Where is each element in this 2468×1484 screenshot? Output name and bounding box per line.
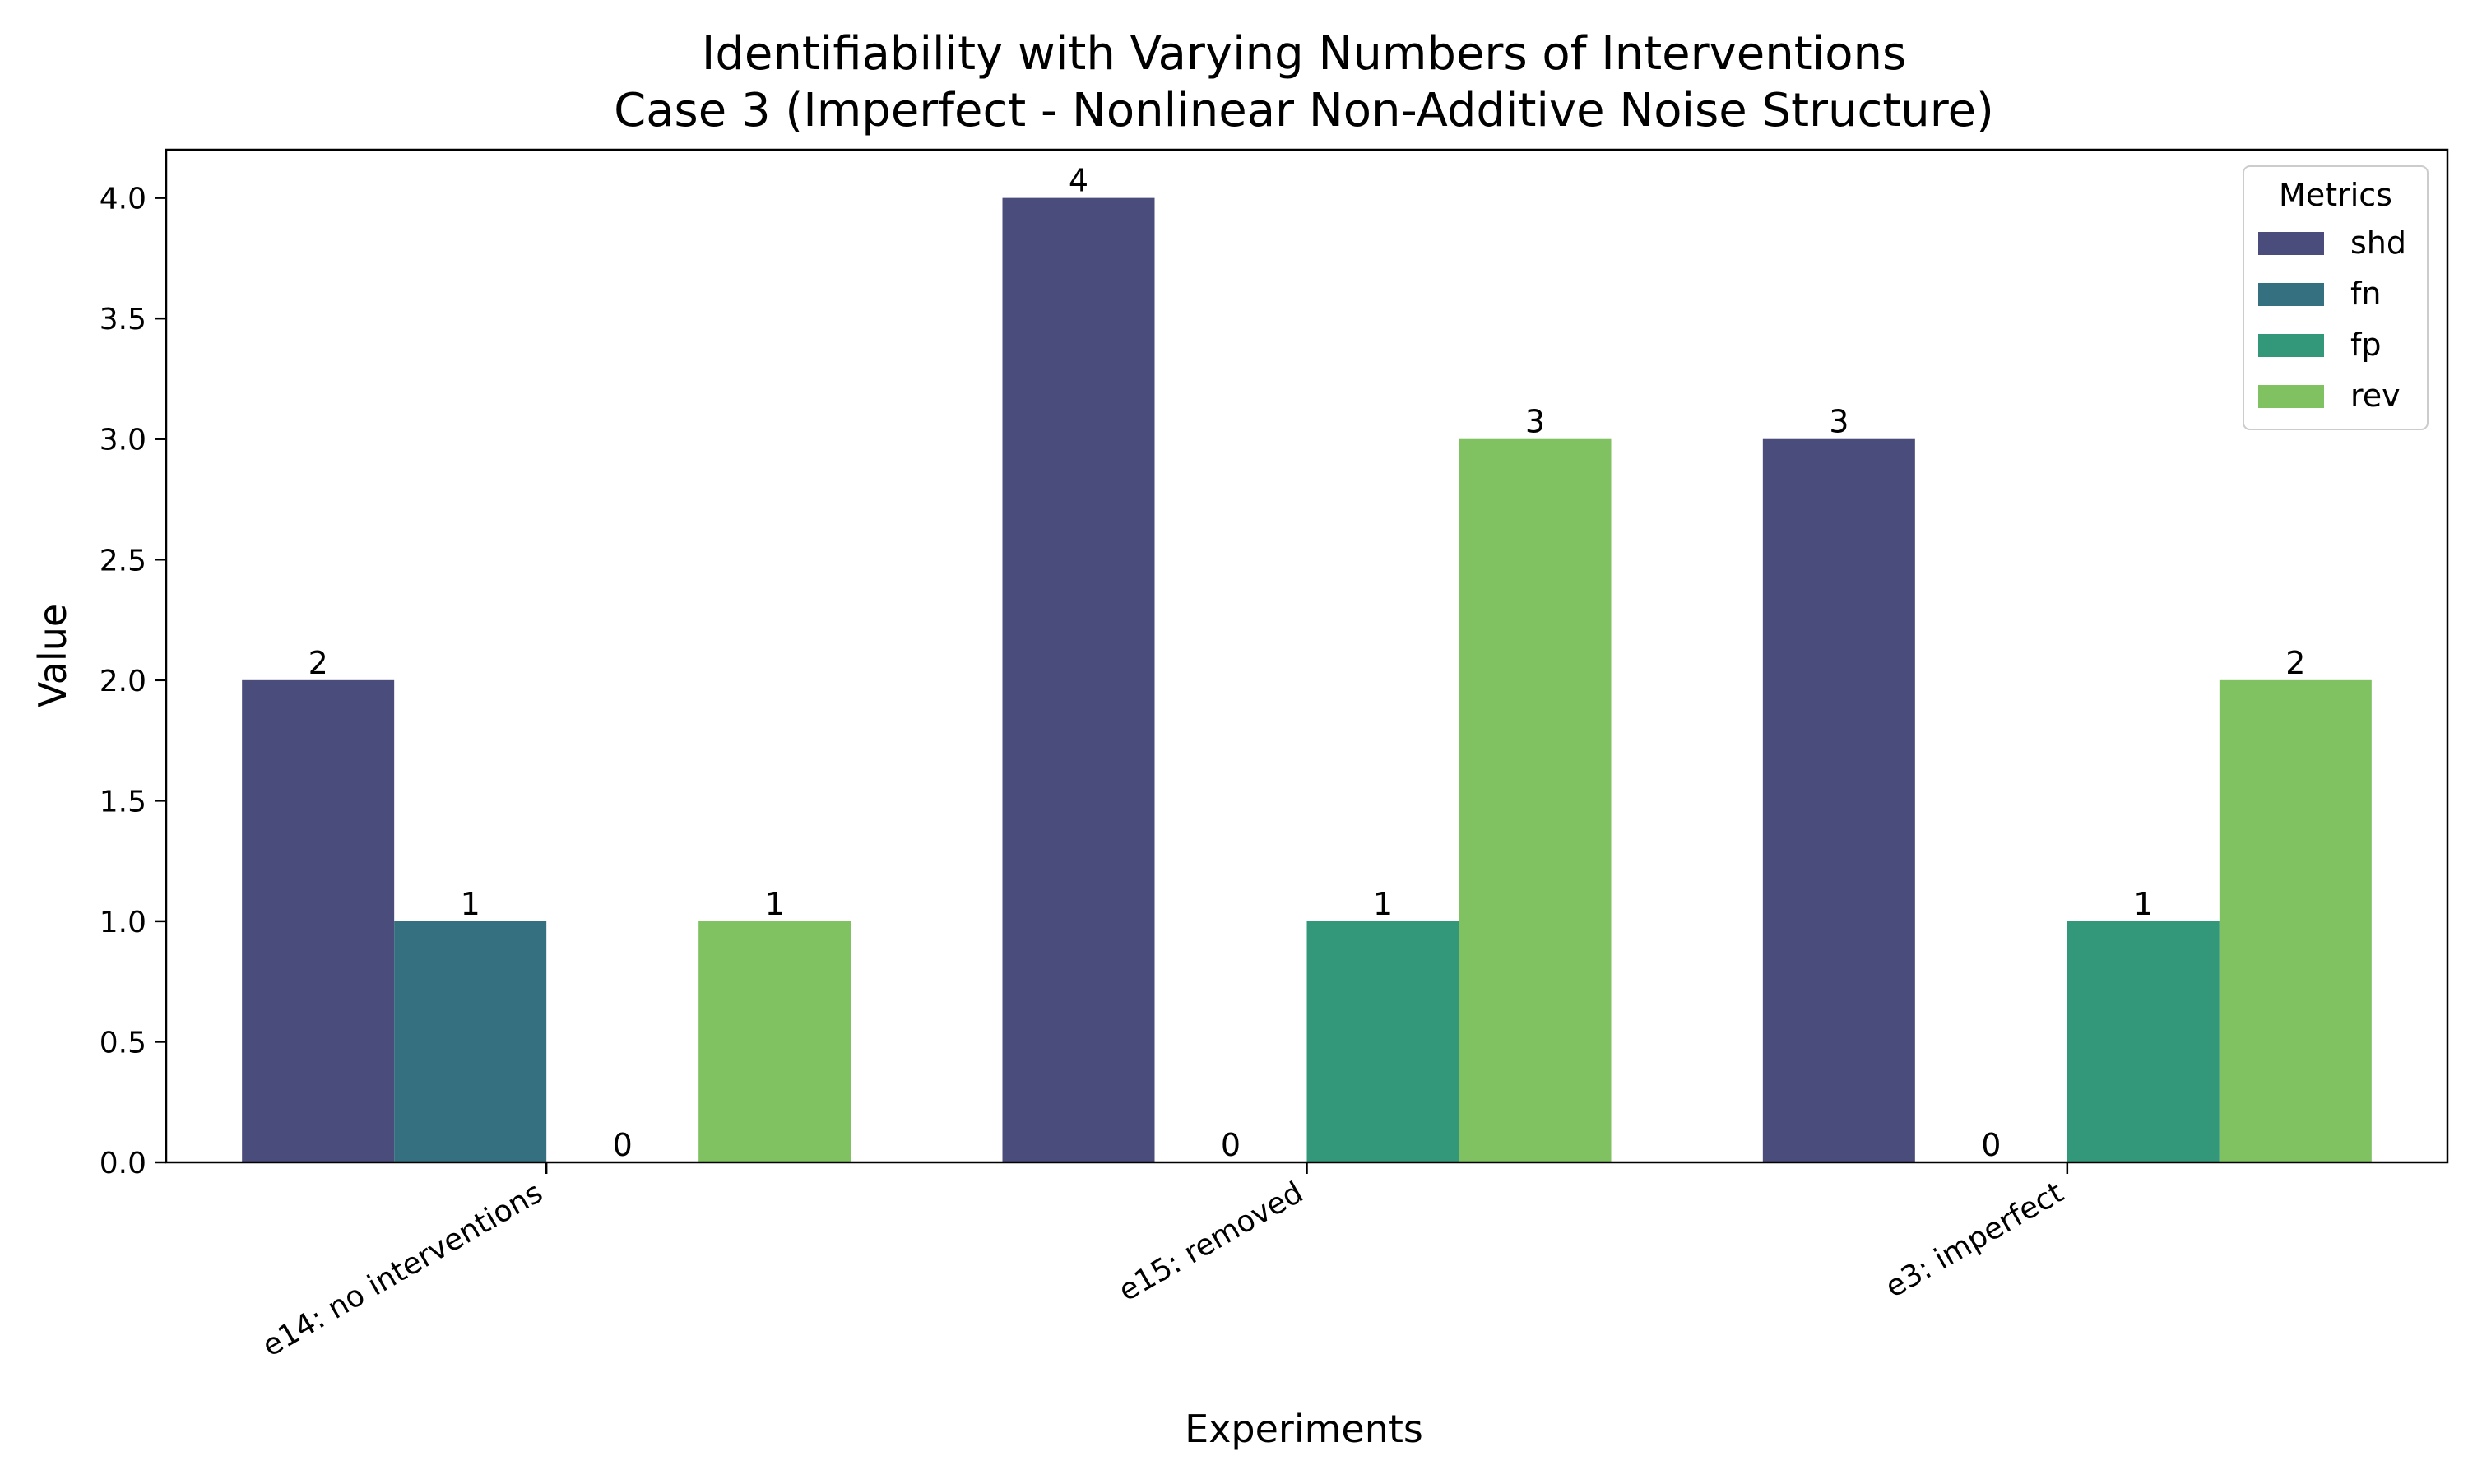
bar-fp-1 (1306, 921, 1459, 1162)
legend-label-shd: shd (2350, 225, 2406, 261)
legend-label-fp: fp (2350, 327, 2382, 363)
y-axis-label: Value (30, 604, 75, 707)
x-axis-label: Experiments (1185, 1407, 1423, 1451)
y-tick-label: 3.0 (100, 424, 146, 457)
y-tick-label: 3.5 (100, 303, 146, 336)
legend-swatch-shd (2258, 232, 2324, 255)
data-label-fn-2: 0 (1981, 1127, 2001, 1163)
y-tick-label: 2.5 (100, 544, 146, 577)
data-label-fn-1: 0 (1221, 1127, 1241, 1163)
data-label-shd-1: 4 (1069, 163, 1088, 199)
data-label-rev-0: 1 (765, 886, 785, 922)
plot-area: 2 4 3 1 0 0 0 1 1 1 3 2 0.0 0.5 1.0 1.5 2.0 2.5 3.0 3.5 4.0 e… (100, 148, 2449, 1364)
data-label-rev-1: 3 (1525, 404, 1545, 440)
chart-title: Identifiability with Varying Numbers of … (702, 27, 1906, 81)
bar-rev-2 (2219, 679, 2372, 1162)
y-tick-label: 0.5 (100, 1026, 146, 1060)
bar-shd-2 (1762, 438, 1915, 1162)
legend-label-fn: fn (2350, 276, 2381, 312)
data-label-fp-2: 1 (2133, 886, 2153, 922)
legend-swatch-fp (2258, 334, 2324, 357)
data-label-fp-0: 0 (613, 1127, 633, 1163)
bar-rev-1 (1459, 438, 1612, 1162)
legend-label-rev: rev (2350, 378, 2401, 414)
legend-swatch-fn (2258, 283, 2324, 306)
x-tick-label: e14: no interventions (257, 1176, 549, 1363)
legend: Metrics shd fn fp rev (2243, 165, 2429, 430)
data-label-shd-0: 2 (308, 645, 328, 681)
bar-rev-0 (698, 921, 851, 1162)
bar-shd-0 (242, 679, 395, 1162)
data-label-fp-1: 1 (1373, 886, 1393, 922)
legend-swatch-rev (2258, 385, 2324, 408)
y-tick-label: 1.5 (100, 785, 146, 819)
data-label-shd-2: 3 (1829, 404, 1849, 440)
data-label-rev-2: 2 (2285, 645, 2305, 681)
data-label-fn-0: 1 (461, 886, 480, 922)
chart-subtitle: Case 3 (Imperfect - Nonlinear Non-Additi… (614, 84, 1994, 137)
x-tick-label: e15: removed (1113, 1176, 1309, 1308)
bar-fn-0 (394, 921, 547, 1162)
y-tick-label: 0.0 (100, 1147, 146, 1180)
bar-fp-2 (2067, 921, 2220, 1162)
legend-title: Metrics (2279, 177, 2392, 213)
x-tick-label: e3: imperfect (1880, 1176, 2069, 1305)
y-tick-label: 1.0 (100, 906, 146, 939)
y-tick-label: 4.0 (100, 183, 146, 216)
y-tick-label: 2.0 (100, 665, 146, 698)
bar-shd-1 (1002, 197, 1155, 1163)
